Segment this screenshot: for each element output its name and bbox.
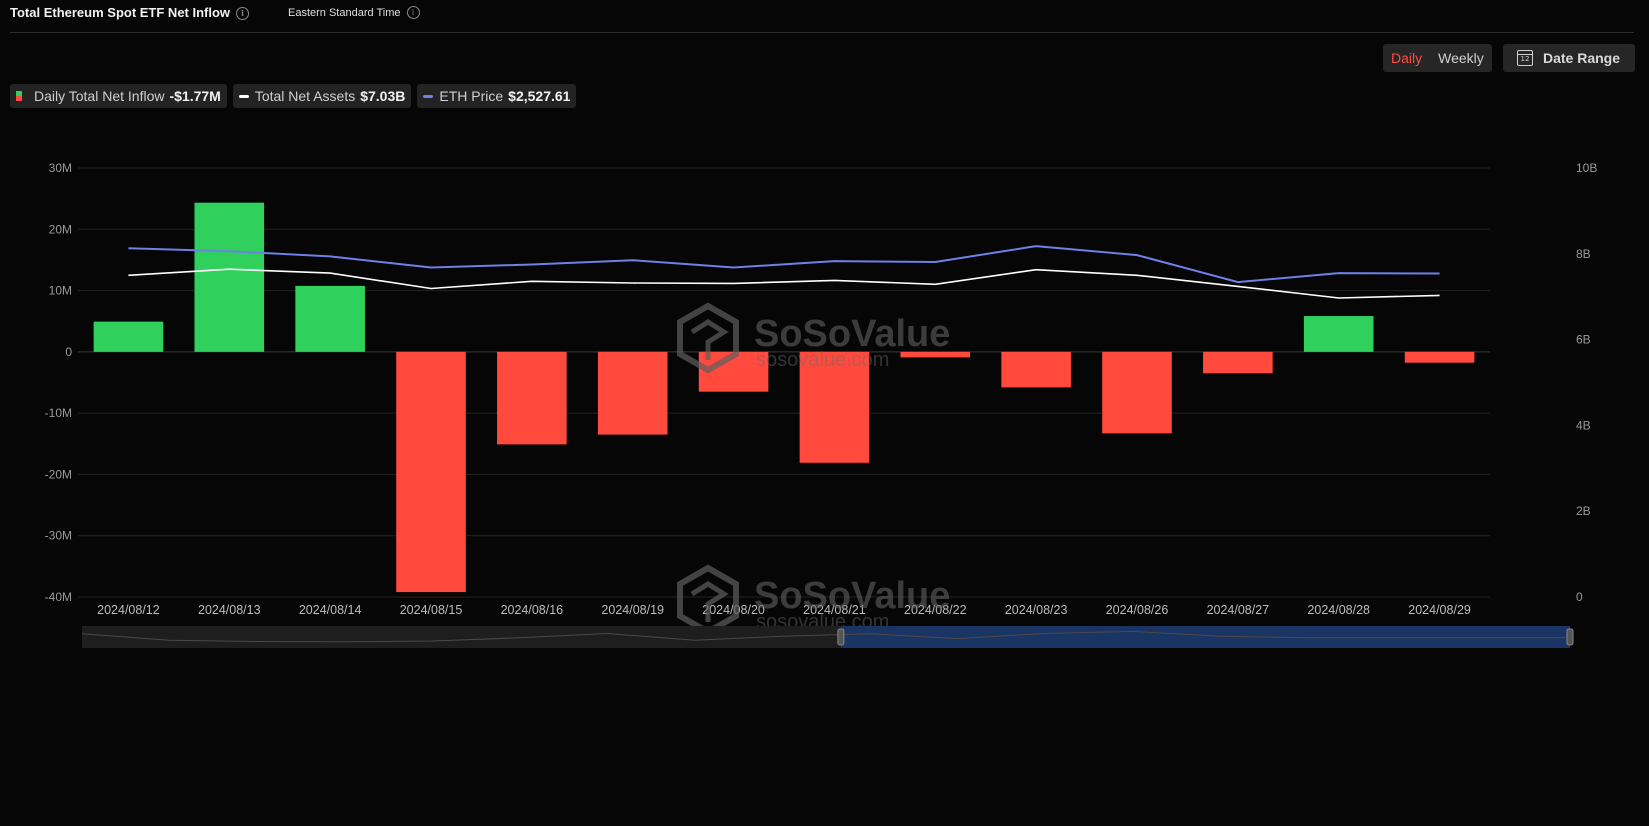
legend-label: Daily Total Net Inflow (34, 88, 165, 104)
overview-selection (840, 626, 1570, 648)
y-right-tick-label: 4B (1576, 418, 1591, 432)
watermark-logo-icon-inner (690, 319, 729, 360)
period-toggle: Daily Weekly (1383, 44, 1492, 72)
timezone-label: Eastern Standard Time (288, 7, 401, 19)
bar (1001, 351, 1071, 388)
y-right-tick-label: 2B (1576, 504, 1591, 518)
bar (497, 351, 567, 445)
timezone-group: Eastern Standard Time i (288, 6, 420, 19)
overview-handle (1566, 628, 1574, 646)
calendar-icon: 12 (1517, 50, 1533, 66)
timezone-info-icon[interactable]: i (406, 6, 420, 19)
lines (128, 245, 1440, 299)
header-bar: Total Ethereum Spot ETF Net Inflow i East… (10, 0, 1634, 33)
date-range-label: Date Range (1543, 50, 1621, 66)
y-right-tick-label: 0 (1576, 590, 1583, 604)
y-right-tick-label: 6B (1576, 333, 1591, 347)
x-tick-label: 2024/08/16 (501, 603, 564, 617)
total-net-assets-line (128, 268, 1440, 299)
watermark-brand: SoSoValue (754, 313, 950, 355)
watermark-logo-icon-inner (690, 581, 729, 622)
watermark-brand: SoSoValue (754, 575, 950, 617)
y-tick-label: 10M (49, 284, 72, 298)
bar (1203, 351, 1273, 374)
bar (1102, 351, 1172, 434)
eth-price-line (128, 245, 1440, 284)
info-icon[interactable]: i (236, 7, 250, 20)
watermarks: SoSoValuesosovalue.comSoSoValuesosovalue… (677, 302, 950, 636)
x-tick-label: 2024/08/23 (1005, 603, 1068, 617)
legend-item-daily-net-inflow[interactable]: Daily Total Net Inflow -$1.77M (10, 84, 227, 108)
x-tick-label: 2024/08/15 (400, 603, 463, 617)
bar (1404, 351, 1475, 363)
y-axis-left: 30M 20M 10M 0 -10M -20M -30M -40M (45, 161, 73, 604)
weekly-tab[interactable]: Weekly (1438, 50, 1484, 66)
y-tick-label: 0 (65, 345, 72, 359)
y-tick-label: -30M (45, 529, 72, 543)
watermark-logo-icon (677, 302, 739, 374)
y-right-tick-label: 8B (1576, 247, 1591, 261)
inflow-swatch-icon (16, 91, 22, 101)
y-tick-label: 20M (49, 222, 72, 236)
legend-item-eth-price[interactable]: ETH Price $2,527.61 (417, 84, 577, 108)
chart-title-group: Total Ethereum Spot ETF Net Inflow i (10, 5, 250, 20)
bar (799, 351, 870, 463)
daily-tab[interactable]: Daily (1391, 50, 1423, 66)
overview-handle (837, 628, 845, 646)
y-tick-label: -10M (45, 406, 72, 420)
bar (597, 351, 668, 435)
bar (1303, 316, 1374, 352)
overview-slider[interactable] (81, 626, 1574, 648)
x-tick-label: 2024/08/28 (1307, 603, 1370, 617)
x-tick-label: 2024/08/22 (904, 603, 967, 617)
legend-label: ETH Price (439, 88, 504, 104)
legend-value: -$1.77M (169, 88, 221, 104)
eth-price-swatch-icon (423, 94, 434, 98)
x-tick-label: 2024/08/13 (198, 603, 261, 617)
x-tick-label: 2024/08/27 (1207, 603, 1270, 617)
grid (78, 167, 1490, 598)
x-axis: 2024/08/12 2024/08/13 2024/08/14 2024/08/15… (97, 603, 1471, 617)
x-tick-label: 2024/08/21 (803, 603, 866, 617)
legend-label: Total Net Assets (254, 88, 356, 104)
overview-line (81, 630, 1570, 643)
legend-item-total-net-assets[interactable]: Total Net Assets $7.03B (232, 84, 412, 108)
legend: Daily Total Net Inflow -$1.77M Total Net… (10, 84, 577, 108)
bar (396, 351, 466, 593)
x-tick-label: 2024/08/12 (97, 603, 160, 617)
bar (93, 321, 164, 352)
y-tick-label: 30M (49, 161, 72, 175)
y-tick-label: -40M (45, 590, 72, 604)
y-tick-label: -20M (45, 467, 72, 481)
bar (194, 202, 265, 352)
y-right-tick-label: 10B (1576, 161, 1597, 175)
legend-value: $7.03B (360, 88, 406, 104)
net-assets-swatch-icon (238, 94, 249, 98)
x-tick-label: 2024/08/26 (1106, 603, 1169, 617)
bar (295, 285, 365, 352)
date-range-button[interactable]: 12 Date Range (1503, 44, 1635, 72)
y-axis-right: 10B 8B 6B 4B 2B 0 (1576, 161, 1597, 604)
watermark-site: sosovalue.com (756, 349, 889, 371)
x-tick-label: 2024/08/14 (299, 603, 362, 617)
x-tick-label: 2024/08/19 (601, 603, 664, 617)
watermark-logo-icon (677, 564, 739, 636)
x-tick-label: 2024/08/29 (1408, 603, 1471, 617)
chart-title: Total Ethereum Spot ETF Net Inflow (10, 5, 231, 20)
legend-value: $2,527.61 (508, 88, 571, 104)
bar (900, 351, 971, 358)
bars (93, 202, 1475, 593)
